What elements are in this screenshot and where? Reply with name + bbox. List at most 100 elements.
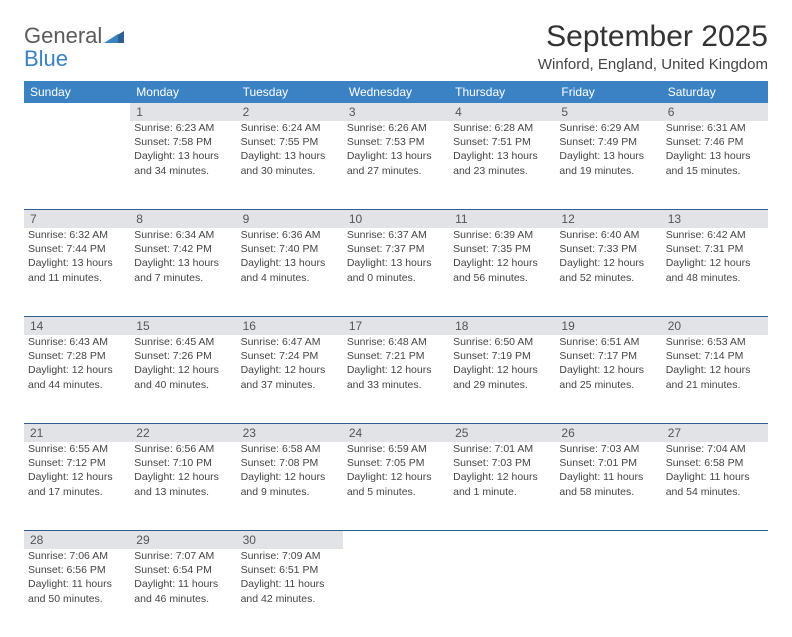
- daylight-line: Daylight: 12 hours and 48 minutes.: [666, 256, 764, 284]
- day-number-cell: 10: [343, 210, 449, 229]
- day-number-cell: [24, 103, 130, 121]
- day-number-cell: 13: [662, 210, 768, 229]
- daylight-line: Daylight: 12 hours and 5 minutes.: [347, 470, 445, 498]
- sunrise-line: Sunrise: 6:23 AM: [134, 121, 232, 135]
- sunrise-line: Sunrise: 6:48 AM: [347, 335, 445, 349]
- day-number-cell: 4: [449, 103, 555, 121]
- day-cell: Sunrise: 6:29 AMSunset: 7:49 PMDaylight:…: [555, 121, 661, 210]
- sunrise-line: Sunrise: 6:29 AM: [559, 121, 657, 135]
- day-number-cell: 28: [24, 531, 130, 550]
- day-cell: Sunrise: 6:40 AMSunset: 7:33 PMDaylight:…: [555, 228, 661, 317]
- sunset-line: Sunset: 7:24 PM: [241, 349, 339, 363]
- day-cell: Sunrise: 6:32 AMSunset: 7:44 PMDaylight:…: [24, 228, 130, 317]
- daylight-line: Daylight: 12 hours and 29 minutes.: [453, 363, 551, 391]
- day-cell: Sunrise: 7:03 AMSunset: 7:01 PMDaylight:…: [555, 442, 661, 531]
- day-cell: Sunrise: 6:37 AMSunset: 7:37 PMDaylight:…: [343, 228, 449, 317]
- sunrise-line: Sunrise: 7:07 AM: [134, 549, 232, 563]
- day-cell: Sunrise: 6:43 AMSunset: 7:28 PMDaylight:…: [24, 335, 130, 424]
- sunset-line: Sunset: 7:03 PM: [453, 456, 551, 470]
- day-header: Thursday: [449, 81, 555, 103]
- sunrise-line: Sunrise: 6:28 AM: [453, 121, 551, 135]
- sunrise-line: Sunrise: 7:06 AM: [28, 549, 126, 563]
- sunset-line: Sunset: 7:10 PM: [134, 456, 232, 470]
- day-cell: Sunrise: 6:42 AMSunset: 7:31 PMDaylight:…: [662, 228, 768, 317]
- sunset-line: Sunset: 7:14 PM: [666, 349, 764, 363]
- day-cell: Sunrise: 6:47 AMSunset: 7:24 PMDaylight:…: [237, 335, 343, 424]
- sunset-line: Sunset: 7:35 PM: [453, 242, 551, 256]
- daylight-line: Daylight: 11 hours and 46 minutes.: [134, 577, 232, 605]
- day-header: Sunday: [24, 81, 130, 103]
- day-cell: Sunrise: 6:56 AMSunset: 7:10 PMDaylight:…: [130, 442, 236, 531]
- day-number-cell: 11: [449, 210, 555, 229]
- location-text: Winford, England, United Kingdom: [538, 56, 768, 73]
- sunrise-line: Sunrise: 6:24 AM: [241, 121, 339, 135]
- daylight-line: Daylight: 12 hours and 9 minutes.: [241, 470, 339, 498]
- day-number-cell: 8: [130, 210, 236, 229]
- day-number-cell: 29: [130, 531, 236, 550]
- daylight-line: Daylight: 12 hours and 52 minutes.: [559, 256, 657, 284]
- daylight-line: Daylight: 13 hours and 0 minutes.: [347, 256, 445, 284]
- day-number-cell: 17: [343, 317, 449, 336]
- calendar-body: 123456Sunrise: 6:23 AMSunset: 7:58 PMDay…: [24, 103, 768, 637]
- sunset-line: Sunset: 7:26 PM: [134, 349, 232, 363]
- day-cell: Sunrise: 6:55 AMSunset: 7:12 PMDaylight:…: [24, 442, 130, 531]
- day-header: Friday: [555, 81, 661, 103]
- day-header: Wednesday: [343, 81, 449, 103]
- daylight-line: Daylight: 13 hours and 19 minutes.: [559, 149, 657, 177]
- day-number-cell: 7: [24, 210, 130, 229]
- day-cell: [343, 549, 449, 637]
- day-number-cell: [343, 531, 449, 550]
- sunrise-line: Sunrise: 6:51 AM: [559, 335, 657, 349]
- day-header: Tuesday: [237, 81, 343, 103]
- sunrise-line: Sunrise: 7:03 AM: [559, 442, 657, 456]
- daylight-line: Daylight: 12 hours and 44 minutes.: [28, 363, 126, 391]
- day-number-cell: 12: [555, 210, 661, 229]
- day-number-cell: [449, 531, 555, 550]
- sunset-line: Sunset: 7:37 PM: [347, 242, 445, 256]
- sunset-line: Sunset: 7:19 PM: [453, 349, 551, 363]
- day-header: Saturday: [662, 81, 768, 103]
- sunset-line: Sunset: 7:17 PM: [559, 349, 657, 363]
- day-cell: Sunrise: 6:45 AMSunset: 7:26 PMDaylight:…: [130, 335, 236, 424]
- day-number-row: 14151617181920: [24, 317, 768, 336]
- day-cell: [662, 549, 768, 637]
- daylight-line: Daylight: 11 hours and 54 minutes.: [666, 470, 764, 498]
- sunset-line: Sunset: 7:55 PM: [241, 135, 339, 149]
- month-title: September 2025: [538, 20, 768, 54]
- sunrise-line: Sunrise: 6:31 AM: [666, 121, 764, 135]
- day-number-cell: 25: [449, 424, 555, 443]
- sunset-line: Sunset: 7:58 PM: [134, 135, 232, 149]
- day-number-cell: 24: [343, 424, 449, 443]
- week-row: Sunrise: 6:23 AMSunset: 7:58 PMDaylight:…: [24, 121, 768, 210]
- day-number-cell: 20: [662, 317, 768, 336]
- day-cell: Sunrise: 6:48 AMSunset: 7:21 PMDaylight:…: [343, 335, 449, 424]
- daylight-line: Daylight: 13 hours and 34 minutes.: [134, 149, 232, 177]
- day-cell: Sunrise: 7:04 AMSunset: 6:58 PMDaylight:…: [662, 442, 768, 531]
- day-cell: Sunrise: 7:09 AMSunset: 6:51 PMDaylight:…: [237, 549, 343, 637]
- day-number-cell: 19: [555, 317, 661, 336]
- day-cell: Sunrise: 6:39 AMSunset: 7:35 PMDaylight:…: [449, 228, 555, 317]
- day-cell: Sunrise: 6:59 AMSunset: 7:05 PMDaylight:…: [343, 442, 449, 531]
- sunset-line: Sunset: 7:21 PM: [347, 349, 445, 363]
- sunrise-line: Sunrise: 6:58 AM: [241, 442, 339, 456]
- sunrise-line: Sunrise: 6:56 AM: [134, 442, 232, 456]
- daylight-line: Daylight: 13 hours and 11 minutes.: [28, 256, 126, 284]
- sunrise-line: Sunrise: 6:26 AM: [347, 121, 445, 135]
- daylight-line: Daylight: 12 hours and 25 minutes.: [559, 363, 657, 391]
- sunrise-line: Sunrise: 6:45 AM: [134, 335, 232, 349]
- day-number-cell: 1: [130, 103, 236, 121]
- logo-text: General Blue: [24, 24, 124, 70]
- sunset-line: Sunset: 6:54 PM: [134, 563, 232, 577]
- sunrise-line: Sunrise: 6:42 AM: [666, 228, 764, 242]
- sunrise-line: Sunrise: 7:09 AM: [241, 549, 339, 563]
- daylight-line: Daylight: 12 hours and 40 minutes.: [134, 363, 232, 391]
- sunset-line: Sunset: 7:51 PM: [453, 135, 551, 149]
- sunset-line: Sunset: 7:42 PM: [134, 242, 232, 256]
- week-row: Sunrise: 6:43 AMSunset: 7:28 PMDaylight:…: [24, 335, 768, 424]
- week-row: Sunrise: 6:32 AMSunset: 7:44 PMDaylight:…: [24, 228, 768, 317]
- day-cell: Sunrise: 6:31 AMSunset: 7:46 PMDaylight:…: [662, 121, 768, 210]
- sunset-line: Sunset: 7:12 PM: [28, 456, 126, 470]
- sunset-line: Sunset: 7:44 PM: [28, 242, 126, 256]
- day-cell: Sunrise: 6:58 AMSunset: 7:08 PMDaylight:…: [237, 442, 343, 531]
- logo-word-1: General: [24, 23, 102, 48]
